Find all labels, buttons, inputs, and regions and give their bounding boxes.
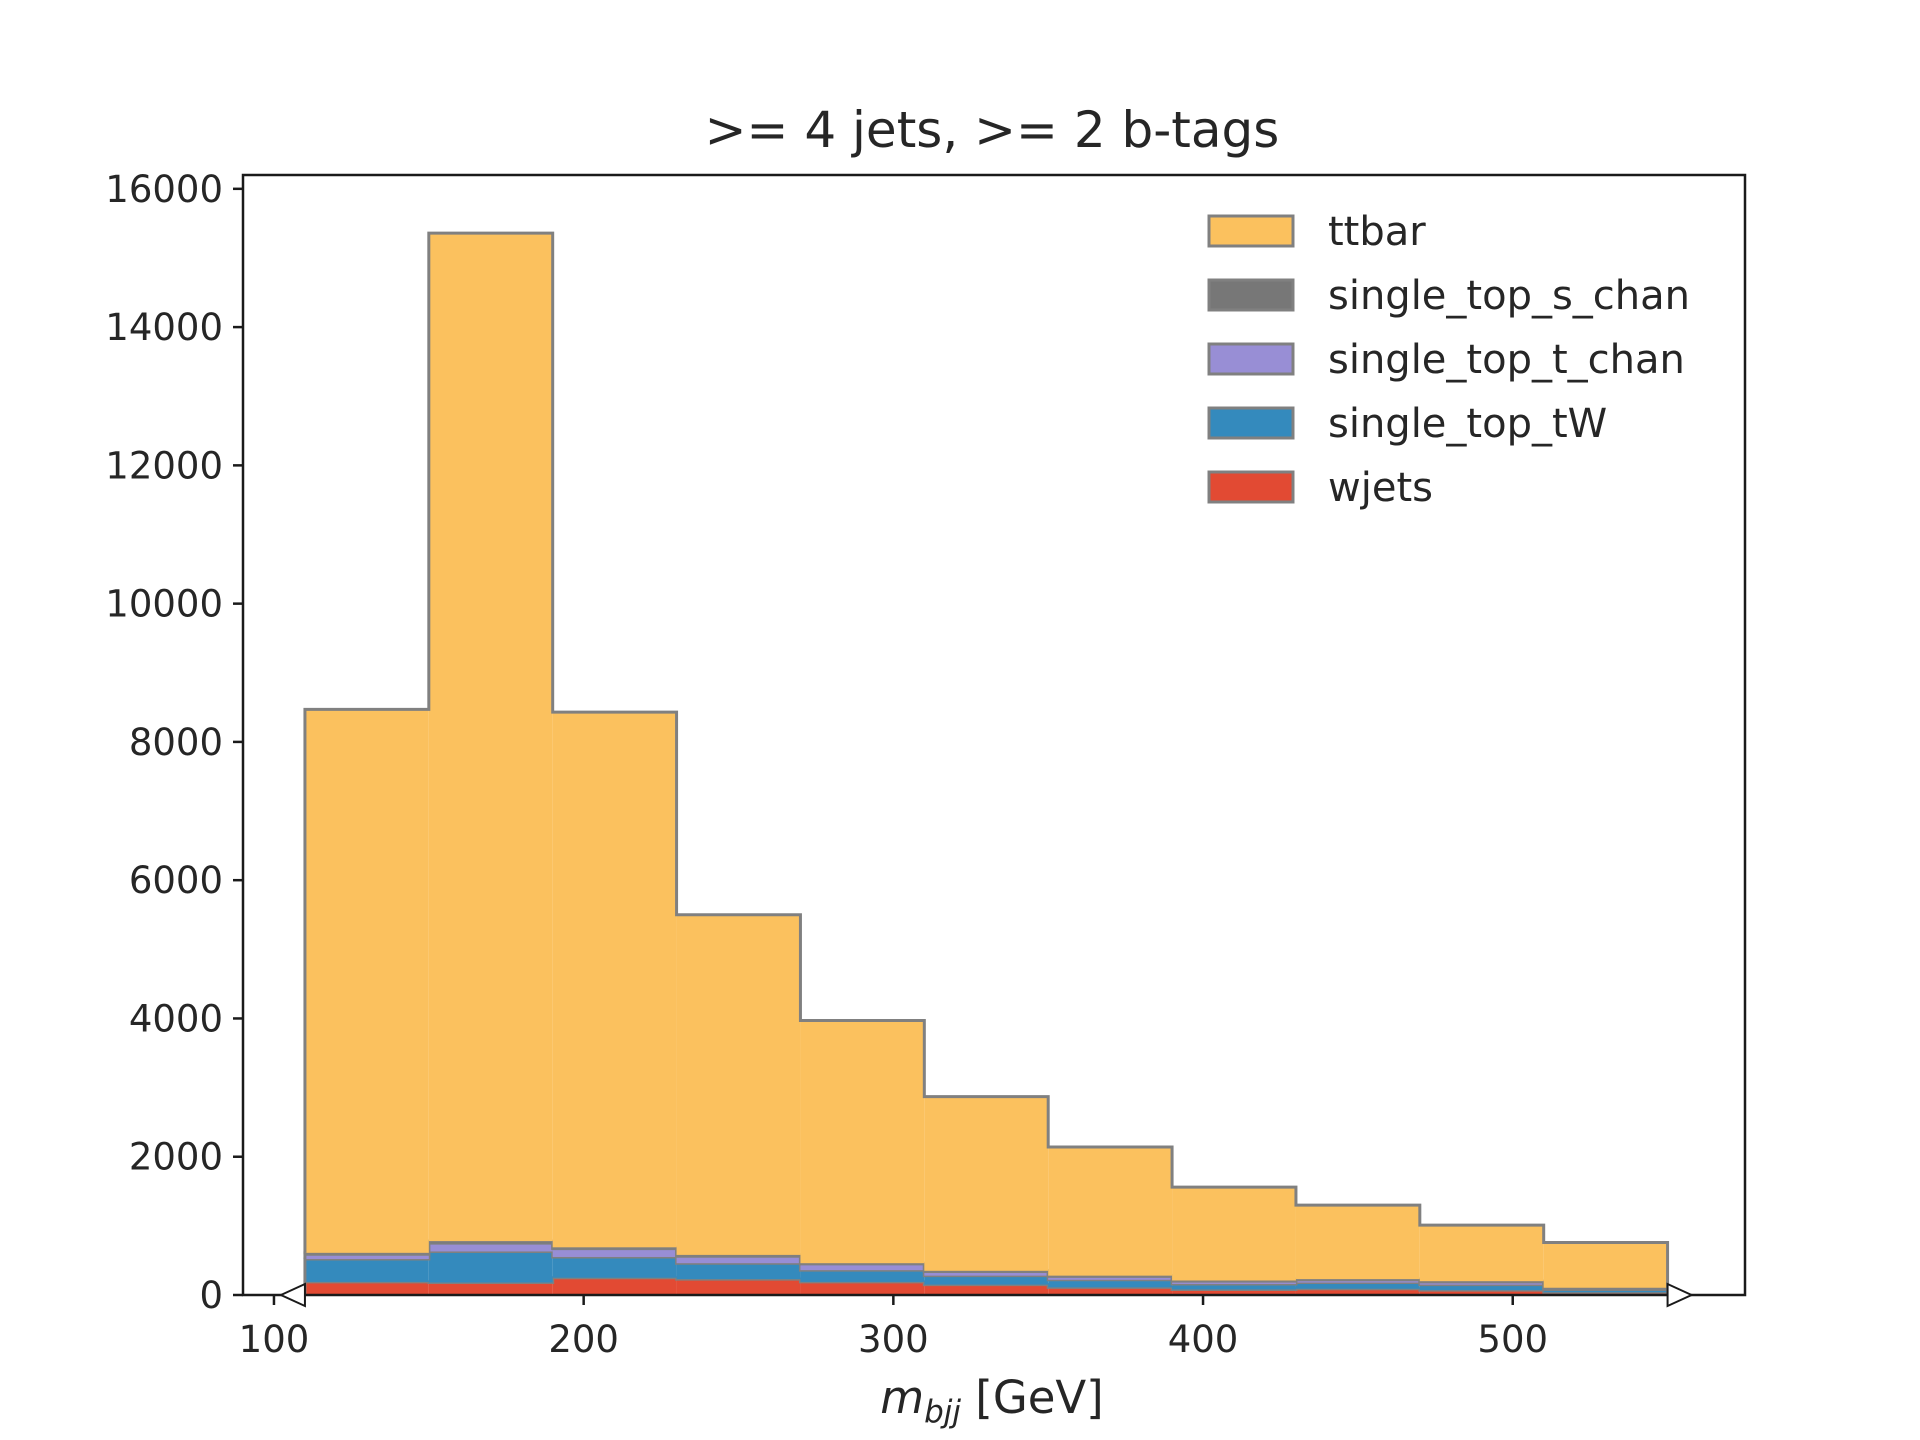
legend-label-single_top_s_chan: single_top_s_chan xyxy=(1328,273,1690,319)
bar-ttbar-4 xyxy=(800,1020,925,1264)
y-tick-label: 12000 xyxy=(105,444,223,487)
bar-wjets-0 xyxy=(304,1281,429,1295)
y-tick-label: 6000 xyxy=(129,859,223,902)
bar-wjets-2 xyxy=(552,1277,677,1295)
y-tick-label: 16000 xyxy=(105,168,223,211)
bar-wjets-4 xyxy=(800,1281,925,1295)
legend-label-single_top_t_chan: single_top_t_chan xyxy=(1328,337,1685,383)
y-tick-label: 0 xyxy=(199,1274,223,1317)
bar-single_top_tW-6 xyxy=(1048,1279,1173,1288)
bar-wjets-5 xyxy=(924,1284,1049,1295)
bar-single_top_t_chan-0 xyxy=(304,1254,429,1260)
underflow-marker xyxy=(278,1282,306,1308)
bar-ttbar-6 xyxy=(1048,1147,1173,1276)
legend-swatch-ttbar xyxy=(1207,214,1295,248)
x-tick-label: 400 xyxy=(1168,1318,1239,1361)
bar-single_top_t_chan-4 xyxy=(800,1263,925,1271)
x-tick-label: 100 xyxy=(239,1318,310,1361)
bar-single_top_t_chan-5 xyxy=(924,1271,1049,1276)
legend-label-wjets: wjets xyxy=(1328,465,1433,511)
tick-labels: 0 2000 4000 6000 8000 10000 12000 14000 16000 100… xyxy=(105,168,1548,1361)
bar-single_top_t_chan-1 xyxy=(428,1243,553,1252)
bar-single_top_tW-7 xyxy=(1172,1283,1296,1290)
bar-ttbar-3 xyxy=(676,914,801,1255)
bar-single_top_tW-9 xyxy=(1419,1284,1544,1291)
x-tick-label: 200 xyxy=(548,1318,619,1361)
bar-single_top_tW-8 xyxy=(1295,1282,1420,1289)
x-tick-label: 500 xyxy=(1477,1318,1548,1361)
legend: ttbar single_top_s_chan single_top_t_chans… xyxy=(1207,209,1690,511)
x-tick-label: 300 xyxy=(858,1318,929,1361)
legend-swatch-single_top_s_chan xyxy=(1207,278,1295,312)
legend-swatch-single_top_t_chan xyxy=(1207,342,1295,376)
y-tick-label: 10000 xyxy=(105,583,223,626)
bar-single_top_t_chan-3 xyxy=(676,1256,801,1264)
y-tick-label: 4000 xyxy=(129,997,223,1040)
bar-ttbar-8 xyxy=(1295,1205,1420,1280)
bar-wjets-8 xyxy=(1295,1288,1420,1295)
bar-single_top_tW-5 xyxy=(924,1275,1049,1285)
legend-label-ttbar: ttbar xyxy=(1328,209,1426,255)
outline-ttbar xyxy=(303,231,1670,1288)
legend-swatch-single_top_tW xyxy=(1207,406,1295,440)
bar-wjets-1 xyxy=(428,1282,553,1295)
histogram-bars xyxy=(303,231,1670,1295)
y-tick-label: 8000 xyxy=(129,721,223,764)
x-axis-label: mbjj [GeV] xyxy=(880,1371,1104,1430)
bar-wjets-9 xyxy=(1419,1290,1544,1295)
bar-single_top_tW-4 xyxy=(800,1270,925,1282)
bar-ttbar-2 xyxy=(552,712,677,1248)
bar-ttbar-7 xyxy=(1172,1187,1296,1281)
bar-single_top_tW-0 xyxy=(304,1259,429,1282)
legend-label-single_top_tW: single_top_tW xyxy=(1328,401,1607,447)
bar-single_top_tW-3 xyxy=(676,1263,801,1280)
axes xyxy=(233,173,1747,1308)
bar-wjets-6 xyxy=(1048,1287,1173,1295)
bar-ttbar-1 xyxy=(428,233,553,1242)
bar-ttbar-10 xyxy=(1543,1242,1668,1288)
bar-ttbar-9 xyxy=(1419,1225,1544,1282)
plot-frame xyxy=(241,173,1747,1297)
bar-ttbar-0 xyxy=(304,709,429,1253)
y-tick-label: 14000 xyxy=(105,306,223,349)
bar-single_top_tW-2 xyxy=(552,1256,677,1278)
bar-wjets-3 xyxy=(676,1279,801,1295)
bar-wjets-7 xyxy=(1172,1289,1296,1295)
overflow-marker xyxy=(1666,1282,1694,1308)
chart-title: >= 4 jets, >= 2 b-tags xyxy=(705,101,1280,159)
bar-ttbar-5 xyxy=(924,1096,1049,1271)
bar-single_top_t_chan-6 xyxy=(1048,1276,1173,1280)
y-tick-label: 2000 xyxy=(129,1136,223,1179)
legend-swatch-wjets xyxy=(1207,470,1295,504)
bar-single_top_t_chan-2 xyxy=(552,1248,677,1257)
bar-single_top_tW-1 xyxy=(428,1251,553,1283)
